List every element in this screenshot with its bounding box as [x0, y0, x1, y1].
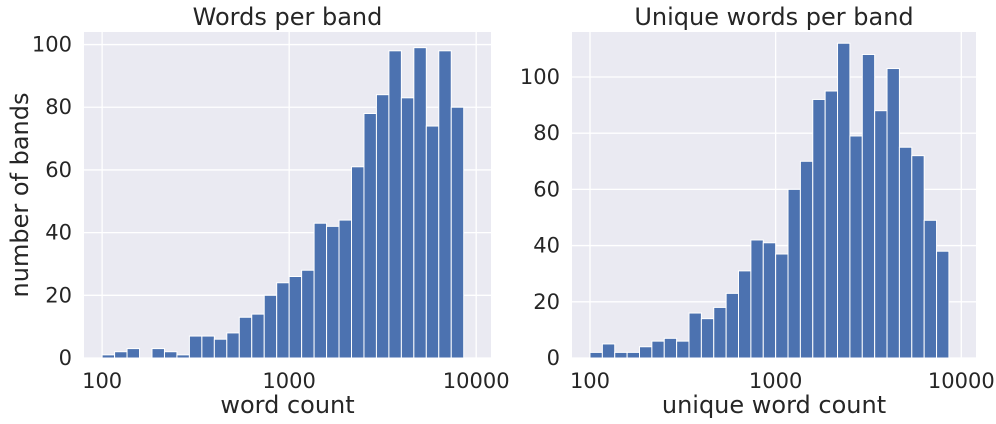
- x-tick-label: 10000: [928, 369, 995, 393]
- bar: [313, 222, 328, 359]
- y-tick-label: 40: [45, 221, 72, 245]
- x-tick-labels: 100 1000 10000: [82, 369, 510, 393]
- bar: [276, 282, 290, 359]
- bar: [114, 351, 128, 359]
- bar: [400, 97, 415, 359]
- bar: [713, 306, 727, 359]
- bar: [626, 351, 640, 359]
- bar: [824, 90, 839, 359]
- bar: [450, 106, 465, 359]
- bar: [688, 312, 702, 359]
- bar: [375, 94, 390, 359]
- y-axis-label: number of bands: [6, 93, 34, 298]
- bar: [601, 343, 616, 359]
- bar: [338, 219, 353, 359]
- y-tick-label: 40: [533, 234, 560, 258]
- bar: [251, 313, 265, 359]
- bar: [725, 292, 740, 359]
- x-axis-label: word count: [220, 391, 354, 419]
- bar: [923, 219, 938, 359]
- bar: [837, 42, 851, 359]
- y-tick-label: 100: [520, 65, 560, 89]
- bar: [849, 135, 863, 359]
- bar: [263, 294, 278, 359]
- bar: [762, 242, 777, 359]
- bars: [589, 42, 950, 359]
- bar: [213, 338, 228, 359]
- x-tick-labels: 100 1000 10000: [570, 369, 995, 393]
- bar: [326, 225, 340, 359]
- bar: [911, 155, 925, 359]
- bar: [226, 332, 240, 359]
- bar: [163, 351, 178, 359]
- y-tick-labels: 0 20 40 60 80 100: [32, 33, 72, 370]
- bar: [663, 337, 678, 359]
- chart-unique-words-per-band: 100 1000 10000 0 20 40 60 80 100 Unique words p…: [520, 3, 995, 419]
- bar: [651, 340, 665, 359]
- y-tick-labels: 0 20 40 60 80 100: [520, 65, 560, 370]
- x-tick-label: 10000: [443, 369, 510, 393]
- chart-words-per-band: 100 1000 10000 0 20 40 60 80 100 Words per band…: [6, 3, 510, 419]
- x-axis-label: unique word count: [662, 391, 886, 419]
- bar: [425, 125, 440, 359]
- bar: [750, 239, 764, 359]
- bar: [886, 68, 900, 359]
- bar: [861, 53, 876, 359]
- bar: [936, 250, 950, 359]
- bar: [301, 269, 315, 359]
- bar: [700, 318, 715, 359]
- x-tick-label: 1000: [749, 369, 802, 393]
- bar: [799, 160, 814, 359]
- bar: [874, 110, 888, 359]
- bar: [126, 348, 141, 359]
- bar: [351, 166, 365, 359]
- bar: [201, 335, 215, 359]
- y-tick-label: 100: [32, 33, 72, 57]
- bar: [676, 340, 690, 359]
- chart-title: Unique words per band: [634, 3, 913, 31]
- bar: [614, 351, 628, 359]
- x-tick-label: 1000: [262, 369, 315, 393]
- bar: [638, 346, 653, 359]
- y-tick-label: 0: [59, 346, 72, 370]
- y-tick-label: 60: [533, 177, 560, 201]
- bars: [101, 47, 465, 359]
- bar: [388, 50, 402, 359]
- y-tick-label: 80: [45, 95, 72, 119]
- bar: [775, 253, 789, 359]
- bar: [589, 351, 603, 359]
- x-tick-label: 100: [570, 369, 610, 393]
- y-tick-label: 0: [547, 346, 560, 370]
- bar: [898, 146, 913, 359]
- bar: [363, 113, 377, 359]
- y-tick-label: 20: [533, 290, 560, 314]
- y-tick-label: 60: [45, 158, 72, 182]
- y-tick-label: 80: [533, 121, 560, 145]
- bar: [738, 270, 752, 359]
- bar: [151, 348, 165, 359]
- bar: [413, 47, 427, 359]
- bar: [812, 98, 826, 359]
- bar: [438, 50, 452, 359]
- bar: [188, 335, 203, 359]
- x-tick-label: 100: [82, 369, 122, 393]
- y-tick-label: 20: [45, 283, 72, 307]
- bar: [176, 354, 190, 359]
- chart-title: Words per band: [193, 3, 383, 31]
- bar: [238, 316, 253, 359]
- bar: [101, 354, 116, 359]
- bar: [787, 188, 801, 359]
- bar: [288, 276, 303, 359]
